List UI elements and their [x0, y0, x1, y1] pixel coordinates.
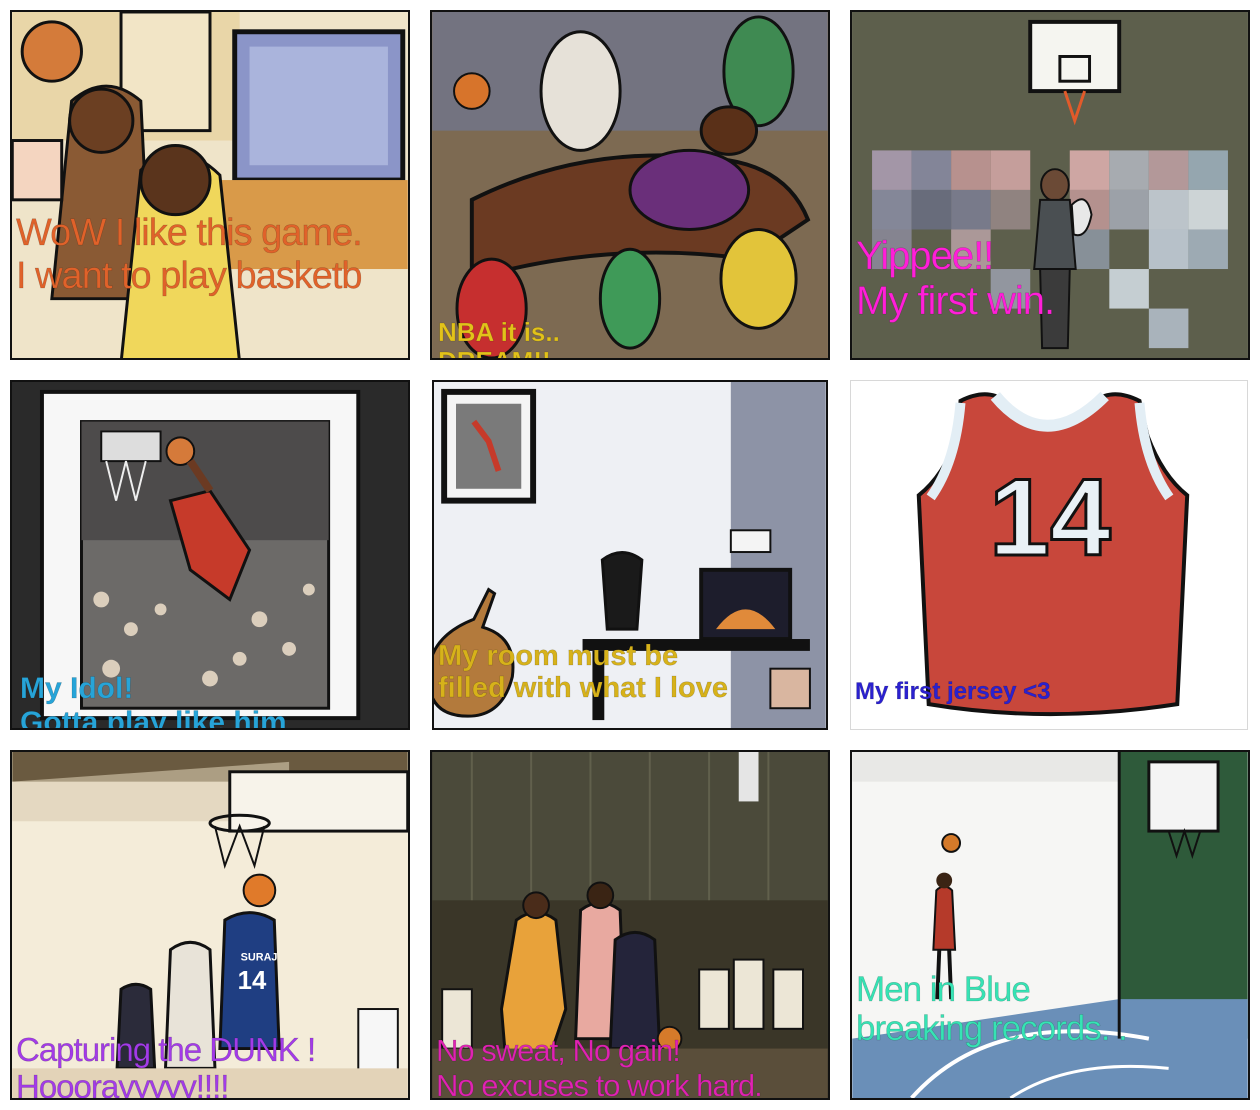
red-jersey-14-icon: 14 — [851, 381, 1247, 729]
caption-4-line-1: My Idol! — [20, 672, 134, 705]
kids-watching-tv-icon — [12, 12, 408, 358]
room-with-desk-icon — [434, 382, 826, 728]
comic-panel-3: Yippee!! My first win. — [850, 10, 1250, 360]
caption-2: NBA it is.. DREAM!! — [438, 317, 560, 358]
caption-5-line-1: My room must be — [438, 640, 679, 673]
caption-2-line-2: DREAM!! — [438, 346, 560, 358]
caption-7-line-1: Capturing the DUNK ! — [16, 1031, 317, 1068]
comic-panel-8: No sweat, No gain! No excuses to work ha… — [430, 750, 830, 1100]
caption-5-line-2: filled with what I love — [438, 672, 729, 705]
players-practice-icon — [432, 752, 828, 1098]
caption-3: Yippee!! My first win. — [856, 234, 1056, 324]
framed-dunk-poster-icon — [12, 382, 408, 728]
caption-6-line-1: My first jersey <3 — [855, 678, 1051, 705]
caption-1-line-1: WoW I like this game. — [16, 212, 363, 254]
caption-1: WoW I like this game. I want to play bas… — [16, 212, 363, 297]
caption-9: Men in Blue breaking records. . — [856, 970, 1128, 1049]
caption-2-line-1: NBA it is.. — [438, 317, 560, 347]
jersey-number: 14 — [989, 457, 1111, 579]
caption-8: No sweat, No gain! No excuses to work ha… — [436, 1033, 763, 1100]
comic-panel-9: Men in Blue breaking records. . — [850, 750, 1250, 1100]
caption-4-line-2: Gotta play like him — [20, 705, 287, 730]
caption-9-line-1: Men in Blue — [856, 970, 1031, 1010]
caption-7: Capturing the DUNK ! Hooorayyyyy!!!! — [16, 1031, 317, 1100]
comic-panel-4: My Idol! Gotta play like him — [10, 380, 410, 730]
comic-panel-2: NBA it is.. DREAM!! — [430, 10, 830, 360]
caption-8-line-2: No excuses to work hard. — [436, 1067, 763, 1100]
comic-panel-5: My room must be filled with what I love — [432, 380, 828, 730]
nba-players-collage-icon — [432, 12, 828, 358]
comic-panel-7: SURAJ 14 Capturing the DUNK ! Hooorayyyy… — [10, 750, 410, 1100]
caption-5: My room must be filled with what I love — [438, 640, 729, 705]
girl-with-trophy-icon — [852, 12, 1248, 358]
comic-panel-1: WoW I like this game. I want to play bas… — [10, 10, 410, 360]
player-name: SURAJ — [241, 952, 278, 964]
caption-9-line-2: breaking records. . — [856, 1009, 1128, 1049]
caption-1-line-2: I want to play basketb — [16, 254, 363, 297]
caption-8-line-1: No sweat, No gain! — [436, 1033, 681, 1068]
player-dunking-icon: SURAJ 14 — [12, 752, 408, 1098]
comic-panel-6: 14 My first jersey <3 — [850, 380, 1248, 730]
empty-court-icon — [852, 752, 1248, 1098]
caption-3-line-1: Yippee!! — [856, 234, 995, 278]
caption-3-line-2: My first win. — [856, 278, 1056, 323]
caption-6: My first jersey <3 — [855, 678, 1051, 706]
caption-7-line-2: Hooorayyyyy!!!! — [16, 1067, 230, 1100]
caption-4: My Idol! Gotta play like him — [20, 672, 287, 730]
player-number: 14 — [238, 967, 267, 995]
